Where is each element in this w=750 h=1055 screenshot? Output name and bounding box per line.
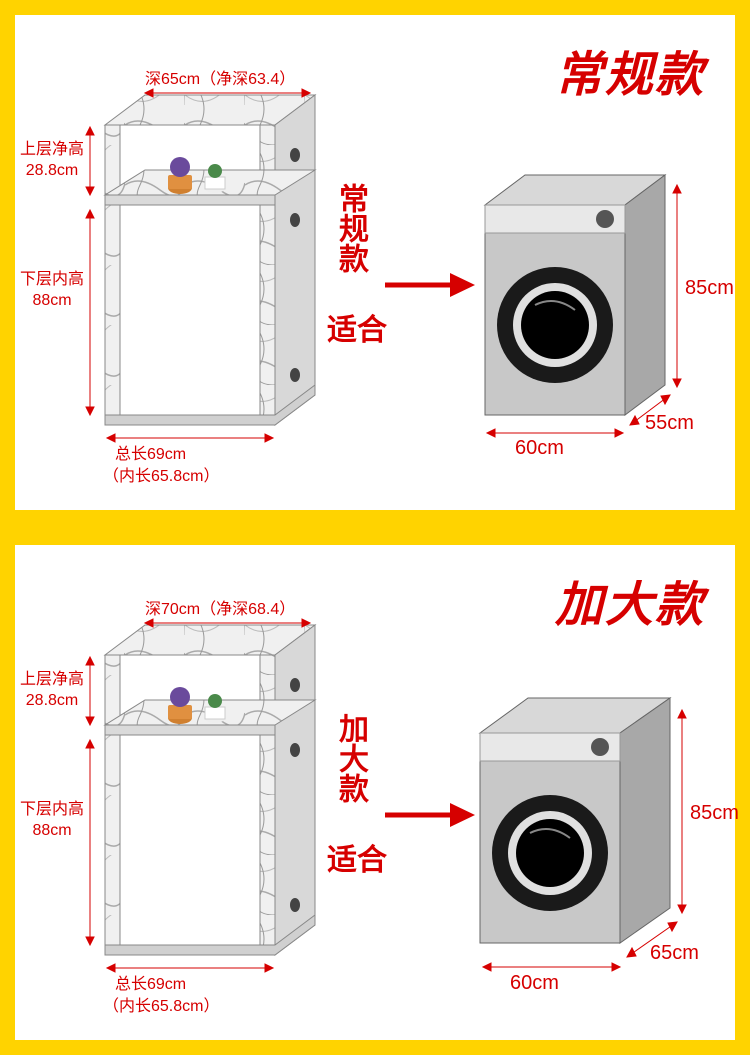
panel-regular: 常规款	[15, 15, 735, 510]
dim-lines-reg-cab	[15, 15, 365, 515]
title-large: 加大款	[555, 565, 705, 635]
dim-lines-reg-wash	[455, 155, 735, 475]
dim-lines-lrg-wash	[455, 685, 745, 1015]
style-vert-reg: 常规款	[332, 183, 368, 273]
title-regular: 常规款	[555, 35, 705, 105]
fit-label-reg: 适合	[327, 305, 387, 349]
dim-lines-lrg-cab	[15, 545, 365, 1045]
fit-label-lrg: 适合	[327, 835, 387, 879]
panel-large: 加大款 深70cm（净深68.4） 上层净高 28.8cm 下层内高 88cm …	[15, 545, 735, 1040]
style-vert-lrg: 加大款	[332, 713, 368, 803]
